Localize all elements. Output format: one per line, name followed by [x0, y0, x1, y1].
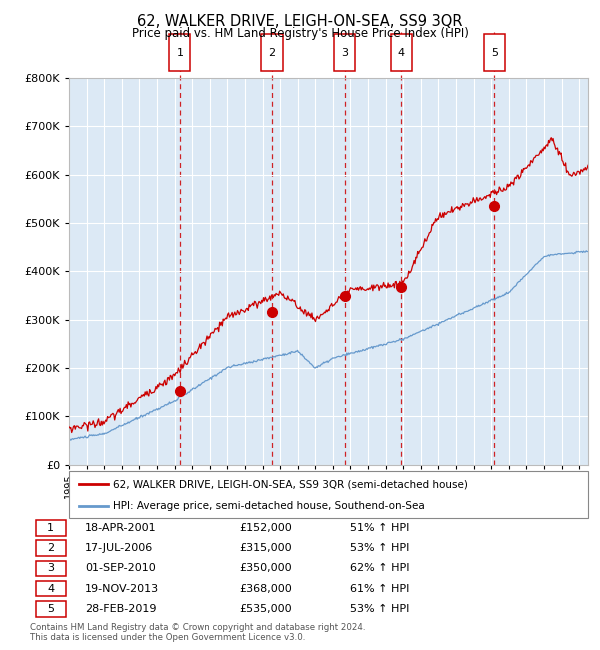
- Text: 28-FEB-2019: 28-FEB-2019: [85, 604, 157, 614]
- FancyBboxPatch shape: [35, 520, 66, 536]
- FancyBboxPatch shape: [35, 601, 66, 617]
- Text: £315,000: £315,000: [240, 543, 292, 553]
- Text: £152,000: £152,000: [240, 523, 293, 533]
- Text: 2: 2: [268, 48, 275, 58]
- Text: 62, WALKER DRIVE, LEIGH-ON-SEA, SS9 3QR (semi-detached house): 62, WALKER DRIVE, LEIGH-ON-SEA, SS9 3QR …: [113, 479, 468, 489]
- FancyBboxPatch shape: [391, 34, 412, 72]
- FancyBboxPatch shape: [262, 34, 283, 72]
- Text: 4: 4: [398, 48, 405, 58]
- FancyBboxPatch shape: [334, 34, 355, 72]
- Text: 5: 5: [491, 48, 498, 58]
- Text: £368,000: £368,000: [240, 584, 293, 593]
- Text: Contains HM Land Registry data © Crown copyright and database right 2024.
This d: Contains HM Land Registry data © Crown c…: [30, 623, 365, 642]
- Text: 62, WALKER DRIVE, LEIGH-ON-SEA, SS9 3QR: 62, WALKER DRIVE, LEIGH-ON-SEA, SS9 3QR: [137, 14, 463, 29]
- Text: 3: 3: [341, 48, 348, 58]
- Text: 4: 4: [47, 584, 54, 593]
- FancyBboxPatch shape: [35, 560, 66, 577]
- Text: 01-SEP-2010: 01-SEP-2010: [85, 564, 156, 573]
- Text: 51% ↑ HPI: 51% ↑ HPI: [350, 523, 410, 533]
- Text: 53% ↑ HPI: 53% ↑ HPI: [350, 543, 410, 553]
- FancyBboxPatch shape: [69, 471, 588, 518]
- Text: 61% ↑ HPI: 61% ↑ HPI: [350, 584, 410, 593]
- Text: 5: 5: [47, 604, 54, 614]
- FancyBboxPatch shape: [484, 34, 505, 72]
- Text: HPI: Average price, semi-detached house, Southend-on-Sea: HPI: Average price, semi-detached house,…: [113, 501, 425, 511]
- Text: 1: 1: [47, 523, 54, 533]
- FancyBboxPatch shape: [35, 540, 66, 556]
- Text: 17-JUL-2006: 17-JUL-2006: [85, 543, 154, 553]
- Text: 18-APR-2001: 18-APR-2001: [85, 523, 157, 533]
- Text: 62% ↑ HPI: 62% ↑ HPI: [350, 564, 410, 573]
- Text: Price paid vs. HM Land Registry's House Price Index (HPI): Price paid vs. HM Land Registry's House …: [131, 27, 469, 40]
- Text: 2: 2: [47, 543, 54, 553]
- Text: 19-NOV-2013: 19-NOV-2013: [85, 584, 160, 593]
- FancyBboxPatch shape: [169, 34, 190, 72]
- Text: £350,000: £350,000: [240, 564, 292, 573]
- FancyBboxPatch shape: [35, 580, 66, 597]
- Text: 53% ↑ HPI: 53% ↑ HPI: [350, 604, 410, 614]
- Text: 1: 1: [176, 48, 184, 58]
- Text: £535,000: £535,000: [240, 604, 292, 614]
- Text: 3: 3: [47, 564, 54, 573]
